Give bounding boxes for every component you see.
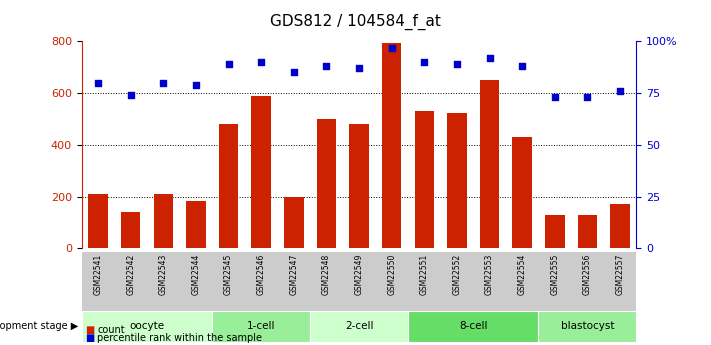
Text: oocyte: oocyte [129,321,164,331]
Text: ■: ■ [85,325,95,335]
Point [158,80,169,86]
Bar [310,310,408,342]
Bar [219,124,238,248]
Bar [121,212,141,248]
Point [223,61,234,67]
Bar [154,194,173,248]
Text: 2-cell: 2-cell [345,321,373,331]
Text: GSM22541: GSM22541 [94,254,102,295]
Bar [447,112,466,248]
Text: GSM22557: GSM22557 [616,254,624,295]
Text: 1-cell: 1-cell [247,321,275,331]
Bar [213,310,310,342]
Text: GSM22550: GSM22550 [387,254,396,295]
Bar [480,80,499,248]
Text: GSM22548: GSM22548 [322,254,331,295]
Point [419,59,430,65]
Text: GSM22542: GSM22542 [126,254,135,295]
Point [549,95,560,100]
Text: GSM22547: GSM22547 [289,254,299,295]
Text: GSM22549: GSM22549 [355,254,363,295]
Text: development stage ▶: development stage ▶ [0,321,78,331]
Text: GSM22546: GSM22546 [257,254,266,295]
Text: GSM22545: GSM22545 [224,254,233,295]
Point [614,88,626,94]
Point [288,70,299,75]
Point [321,63,332,69]
Point [516,63,528,69]
Bar [349,124,369,248]
Text: GSM22554: GSM22554 [518,254,527,295]
Bar [545,215,565,248]
Text: GSM22553: GSM22553 [485,254,494,295]
Bar [577,215,597,248]
Point [191,82,202,88]
Bar [252,96,271,248]
Bar [382,43,402,248]
Bar [513,137,532,248]
Text: GSM22556: GSM22556 [583,254,592,295]
Point [353,66,365,71]
Bar [415,111,434,248]
Bar [316,119,336,248]
Text: GSM22551: GSM22551 [419,254,429,295]
Bar [610,204,630,248]
Text: blastocyst: blastocyst [561,321,614,331]
Point [125,92,137,98]
Bar [186,200,205,248]
Text: GSM22555: GSM22555 [550,254,560,295]
Text: GSM22552: GSM22552 [452,254,461,295]
Point [484,55,496,61]
Bar [284,197,304,248]
Text: 8-cell: 8-cell [459,321,488,331]
Text: GSM22544: GSM22544 [191,254,201,295]
Text: percentile rank within the sample: percentile rank within the sample [97,333,262,343]
Text: count: count [97,325,125,335]
Text: GSM22543: GSM22543 [159,254,168,295]
Bar [88,194,108,248]
Point [582,95,593,100]
Text: GDS812 / 104584_f_at: GDS812 / 104584_f_at [270,14,441,30]
Point [451,61,463,67]
Bar [538,310,636,342]
Bar [408,310,538,342]
Point [255,59,267,65]
Point [386,45,397,50]
Text: ■: ■ [85,333,95,343]
Bar [82,310,213,342]
Point [92,80,104,86]
